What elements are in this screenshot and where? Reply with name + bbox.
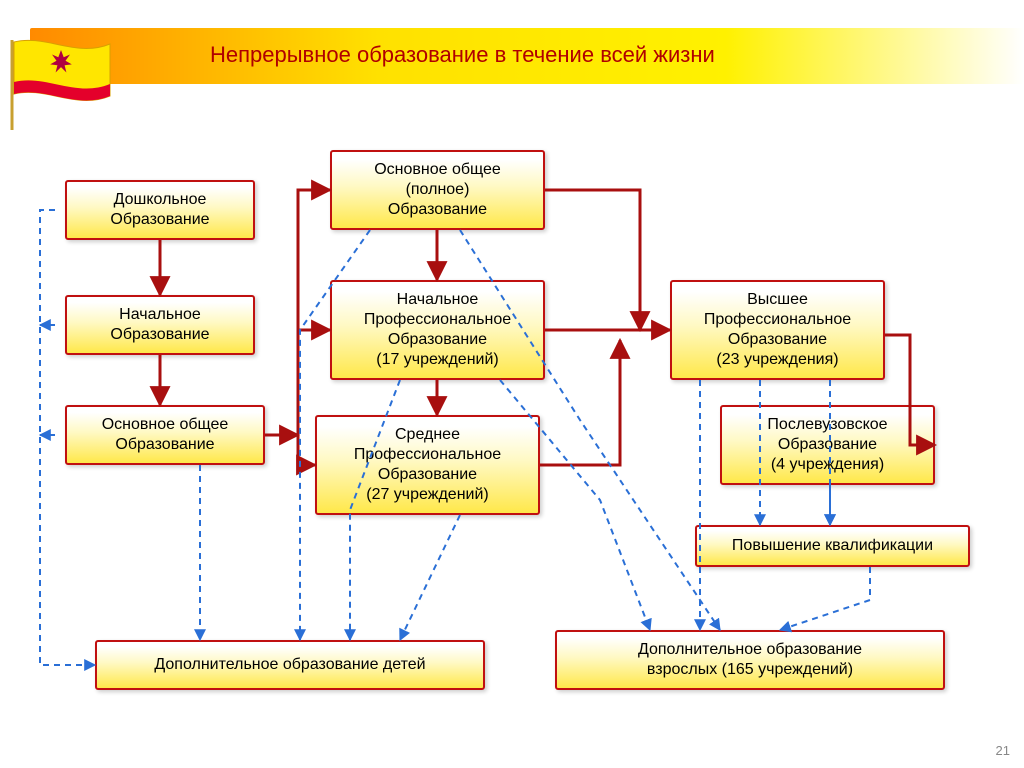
- solid-edge: [298, 190, 330, 435]
- chuvash-flag-icon: [6, 36, 116, 132]
- node-initial-prof: НачальноеПрофессиональноеОбразование(17 …: [330, 280, 545, 380]
- node-higher-prof: ВысшееПрофессиональноеОбразование(23 учр…: [670, 280, 885, 380]
- solid-edge: [298, 435, 315, 465]
- node-add-adults: Дополнительное образованиевзрослых (165 …: [555, 630, 945, 690]
- solid-edge: [540, 340, 620, 465]
- node-postgrad: ПослевузовскоеОбразование(4 учреждения): [720, 405, 935, 485]
- node-basic-general: Основное общееОбразование: [65, 405, 265, 465]
- node-add-children: Дополнительное образование детей: [95, 640, 485, 690]
- page-title: Непрерывное образование в течение всей ж…: [210, 42, 715, 68]
- node-preschool: ДошкольноеОбразование: [65, 180, 255, 240]
- node-secondary-prof: СреднееПрофессиональноеОбразование(27 уч…: [315, 415, 540, 515]
- node-full-general: Основное общее(полное)Образование: [330, 150, 545, 230]
- title-bar: Непрерывное образование в течение всей ж…: [0, 28, 1024, 84]
- node-qualification: Повышение квалификации: [695, 525, 970, 567]
- dashed-edge: [400, 515, 460, 640]
- slide-root: Непрерывное образование в течение всей ж…: [0, 0, 1024, 768]
- node-primary: НачальноеОбразование: [65, 295, 255, 355]
- dashed-edge: [780, 567, 870, 630]
- page-number: 21: [996, 743, 1010, 758]
- solid-edge: [545, 190, 640, 330]
